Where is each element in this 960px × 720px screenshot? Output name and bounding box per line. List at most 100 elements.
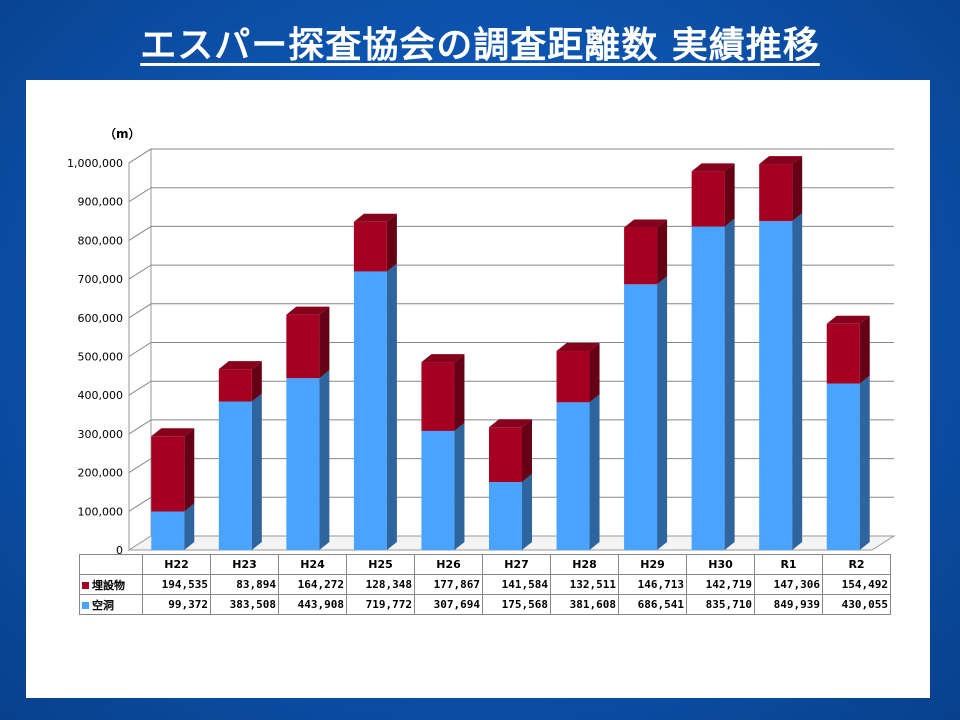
bar-side-H30 [724,163,735,227]
table-cell: 383,508 [210,594,279,615]
table-cell: 307,694 [414,594,483,615]
bar-buried-H22 [151,436,185,512]
bar-cavity-H26 [421,430,455,550]
stacked-bar-chart: 0 100,000 200,000 300,000 400,000 500,000 600,… [67,126,896,557]
category-label: H24 [278,554,347,575]
y-tick-label: 500,000 [78,351,124,364]
category-label: H25 [346,554,415,575]
bar-cavity-H29 [624,284,658,550]
category-label: H23 [210,554,279,575]
bar-cavity-H23 [218,401,252,550]
table-cell: 443,908 [278,594,347,615]
y-tick-label: 1,000,000 [67,157,123,170]
slide-title: エスパー探査協会の調査距離数 実績推移 [140,25,820,66]
bar-side-R1 [792,156,803,222]
legend-row-label: 埋設物 [79,574,143,595]
category-label: H27 [482,554,551,575]
bar-top-H26 [421,354,465,363]
bar-buried-H30 [691,171,725,227]
bar-side-H25 [386,213,397,272]
bar-cavity-H24 [286,378,320,550]
bar-side-R1 [792,213,803,550]
bar-cavity-H22 [151,511,185,550]
table-corner-cell [79,554,143,575]
bar-buried-H27 [489,427,522,483]
table-row: 埋設物 194,535 83,894 164,272 128,348 177,867 141… [79,574,891,595]
bar-side-H29 [657,276,668,550]
bar-side-H26 [454,354,465,431]
category-label: R2 [822,554,891,575]
bar-top-R1 [759,156,803,165]
table-cell: 99,372 [142,594,211,615]
bar-buried-H29 [624,227,658,285]
bar-cavity-R2 [826,383,860,550]
bar-buried-H23 [218,369,252,402]
bar-buried-H25 [353,221,387,272]
y-tick-label: 900,000 [78,196,124,209]
bar-side-H24 [319,306,330,379]
table-cell: 164,272 [278,574,347,595]
bar-top-H24 [286,306,330,315]
bar-side-H23 [251,393,262,550]
bar-side-H26 [454,422,465,550]
y-tick-label: 0 [116,544,123,557]
bar-side-H27 [522,474,532,550]
table-cell: 128,348 [346,574,415,595]
bar-cavity-H30 [691,226,725,550]
gridline [128,187,894,203]
bar-top-H23 [218,361,262,370]
bar-cavity-H25 [353,271,387,550]
bar-top-H25 [353,213,397,222]
bar-top-H30 [691,163,735,172]
bar-side-H28 [589,343,600,403]
bar-top-H22 [151,428,195,437]
table-cell: 132,511 [550,574,619,595]
bar-side-H22 [184,428,195,512]
bar-side-H22 [184,503,195,550]
bar-side-H28 [589,394,600,550]
category-label: H26 [414,554,483,575]
table-cell: 719,772 [346,594,415,615]
bar-side-H29 [657,219,668,285]
table-cell: 849,939 [754,594,823,615]
y-tick-label: 400,000 [78,389,124,402]
bar-side-R2 [859,315,870,384]
bar-side-H30 [724,218,735,550]
table-cell: 154,492 [822,574,891,595]
table-header-row: H22 H23 H24 H25 H26 H27 H28 H29 H30 R1 R2 [79,554,891,575]
bar-side-H27 [522,419,532,483]
table-cell: 142,719 [686,574,755,595]
y-tick-label: 300,000 [78,428,124,441]
chart-panel: 0 100,000 200,000 300,000 400,000 500,000 600,… [26,80,930,698]
gridline [128,148,894,164]
bar-buried-R1 [759,164,793,222]
bar-top-H28 [556,343,600,352]
legend-key [82,582,89,589]
table-cell: 686,541 [618,594,687,615]
series-name: 埋設物 [92,578,125,592]
bar-cavity-H28 [556,402,590,550]
table-cell: 146,713 [618,574,687,595]
table-cell: 141,584 [482,574,551,595]
table-cell: 194,535 [142,574,211,595]
bar-top-H27 [489,419,532,428]
category-label: H29 [618,554,687,575]
category-label: H22 [142,554,211,575]
category-label: H30 [686,554,755,575]
table-cell: 835,710 [686,594,755,615]
category-label: R1 [754,554,823,575]
bar-side-R2 [859,375,870,550]
bar-cavity-H27 [489,482,522,550]
y-tick-label: 800,000 [78,234,124,247]
y-tick-label: 700,000 [78,273,124,286]
table-cell: 430,055 [822,594,891,615]
table-row: 空洞 99,372 383,508 443,908 719,772 307,694 175,… [79,594,891,615]
bar-side-H24 [319,370,330,550]
bar-top-R2 [826,315,870,324]
table-cell: 175,568 [482,594,551,615]
bar-buried-H24 [286,314,320,379]
legend-row-label: 空洞 [79,594,143,615]
category-label: H28 [550,554,619,575]
table-cell: 177,867 [414,574,483,595]
bar-buried-R2 [826,323,860,384]
